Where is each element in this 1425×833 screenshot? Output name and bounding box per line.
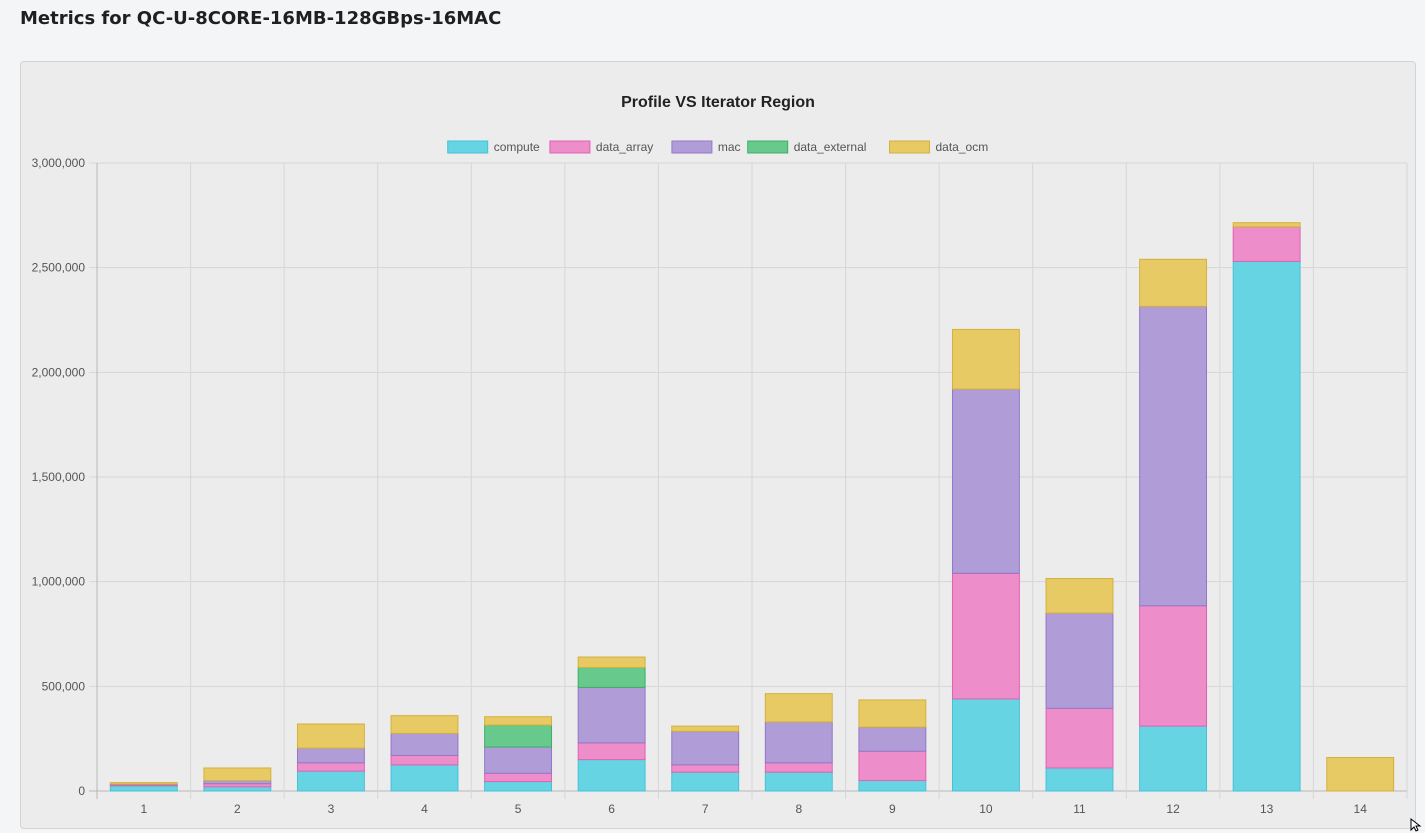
- x-tick-label: 7: [702, 802, 709, 816]
- bar-segment-compute[interactable]: [109, 785, 178, 792]
- legend-swatch: [447, 140, 489, 154]
- x-tick-label: 4: [421, 802, 428, 816]
- bar-segment-compute[interactable]: [858, 780, 927, 792]
- bar-segment-compute[interactable]: [296, 770, 365, 792]
- x-tick-label: 2: [234, 802, 241, 816]
- legend-label: data_external: [794, 140, 867, 154]
- bars-layer: [109, 222, 1395, 792]
- bar-segment-data_ocm[interactable]: [764, 693, 833, 723]
- x-tick-label: 5: [515, 802, 522, 816]
- bar-segment-mac[interactable]: [1045, 612, 1114, 709]
- bar-segment-mac[interactable]: [764, 721, 833, 764]
- legend-item-data_array[interactable]: data_array: [549, 140, 653, 154]
- bar-segment-data_array[interactable]: [296, 762, 365, 772]
- bar-segment-data_ocm[interactable]: [109, 782, 178, 785]
- legend-swatch: [549, 140, 591, 154]
- bar-segment-mac[interactable]: [484, 746, 553, 774]
- bar-segment-data_ocm[interactable]: [390, 715, 459, 734]
- bar-segment-data_ocm[interactable]: [203, 767, 272, 782]
- bar-segment-data_ocm[interactable]: [1139, 258, 1208, 307]
- bar-segment-mac[interactable]: [858, 726, 927, 752]
- chart-canvas: Profile VS Iterator Region 0 500,000 1,000…: [32, 94, 1408, 816]
- bar-segment-data_ocm[interactable]: [296, 723, 365, 749]
- bar-segment-data_array[interactable]: [858, 750, 927, 782]
- bar-segment-mac[interactable]: [1139, 305, 1208, 607]
- bar-segment-data_ocm[interactable]: [577, 656, 646, 668]
- legend-item-data_external[interactable]: data_external: [747, 140, 867, 154]
- x-tick-label: 8: [795, 802, 802, 816]
- legend-item-mac[interactable]: mac: [671, 140, 741, 154]
- bar-segment-mac[interactable]: [577, 686, 646, 744]
- y-tick-label: 500,000: [42, 679, 86, 693]
- bar-segment-compute[interactable]: [577, 759, 646, 792]
- bar-segment-data_array[interactable]: [1045, 707, 1114, 769]
- bar-segment-data_array[interactable]: [1232, 226, 1301, 262]
- bar-segment-data_ocm[interactable]: [951, 328, 1020, 390]
- x-tick-label: 11: [1073, 802, 1086, 816]
- bar-segment-data_array[interactable]: [951, 572, 1020, 700]
- legend-swatch: [671, 140, 713, 154]
- bar-segment-data_array[interactable]: [764, 762, 833, 773]
- bar-segment-compute[interactable]: [1232, 260, 1301, 792]
- bar-segment-data_array[interactable]: [671, 764, 740, 773]
- legend-label: data_array: [596, 140, 653, 154]
- bar-segment-compute[interactable]: [764, 771, 833, 792]
- legend-swatch: [747, 140, 789, 154]
- x-tick-label: 1: [140, 802, 147, 816]
- axis-layer: 0 500,000 1,000,000 1,500,000 2,000,000 2,500…: [32, 156, 1368, 816]
- y-tick-label: 1,500,000: [32, 470, 86, 484]
- bar-segment-compute[interactable]: [390, 764, 459, 792]
- bar-segment-compute[interactable]: [671, 771, 740, 792]
- x-tick-label: 14: [1354, 802, 1368, 816]
- bar-segment-data_external[interactable]: [577, 666, 646, 688]
- grid-layer: [89, 162, 1408, 799]
- bar-segment-compute[interactable]: [484, 781, 553, 792]
- chart-title: Profile VS Iterator Region: [621, 94, 815, 111]
- bar-segment-data_array[interactable]: [577, 742, 646, 761]
- bar-segment-compute[interactable]: [203, 786, 272, 792]
- y-tick-label: 2,000,000: [32, 365, 86, 379]
- bar-segment-compute[interactable]: [1139, 725, 1208, 792]
- page-title: Metrics for QC-U-8CORE-16MB-128GBps-16MA…: [20, 8, 502, 29]
- x-tick-label: 3: [328, 802, 335, 816]
- legend-label: compute: [494, 140, 540, 154]
- x-tick-label: 6: [608, 802, 615, 816]
- legend-label: data_ocm: [936, 140, 989, 154]
- x-tick-label: 9: [889, 802, 896, 816]
- x-tick-label: 13: [1260, 802, 1274, 816]
- bar-segment-mac[interactable]: [296, 747, 365, 764]
- bar-segment-compute[interactable]: [951, 698, 1020, 792]
- x-tick-label: 10: [979, 802, 993, 816]
- y-tick-label: 2,500,000: [32, 261, 86, 275]
- legend-label: mac: [718, 140, 741, 154]
- bar-segment-data_ocm[interactable]: [1232, 222, 1301, 228]
- legend-item-data_ocm[interactable]: data_ocm: [889, 140, 989, 154]
- legend-item-compute[interactable]: compute: [447, 140, 540, 154]
- legend-swatch: [889, 140, 930, 154]
- legend[interactable]: compute data_array mac data_external data_oc…: [447, 140, 989, 154]
- bar-segment-mac[interactable]: [390, 732, 459, 756]
- bar-segment-mac[interactable]: [951, 388, 1020, 574]
- y-tick-label: 1,000,000: [32, 575, 86, 589]
- chart-panel: Profile VS Iterator Region 0 500,000 1,000…: [20, 61, 1416, 829]
- bar-segment-compute[interactable]: [1045, 767, 1114, 792]
- y-tick-label: 0: [78, 784, 85, 798]
- bar-segment-data_ocm[interactable]: [858, 699, 927, 728]
- bar-segment-data_external[interactable]: [484, 724, 553, 748]
- bar-segment-data_ocm[interactable]: [1326, 757, 1395, 792]
- bar-segment-data_ocm[interactable]: [484, 716, 553, 726]
- bar-segment-data_ocm[interactable]: [671, 725, 740, 732]
- bar-segment-data_array[interactable]: [484, 772, 553, 783]
- bar-segment-data_ocm[interactable]: [1045, 578, 1114, 614]
- bar-segment-mac[interactable]: [671, 730, 740, 766]
- y-tick-label: 3,000,000: [32, 156, 86, 170]
- bar-segment-data_array[interactable]: [390, 754, 459, 766]
- bar-segment-data_array[interactable]: [1139, 605, 1208, 727]
- x-tick-label: 12: [1166, 802, 1180, 816]
